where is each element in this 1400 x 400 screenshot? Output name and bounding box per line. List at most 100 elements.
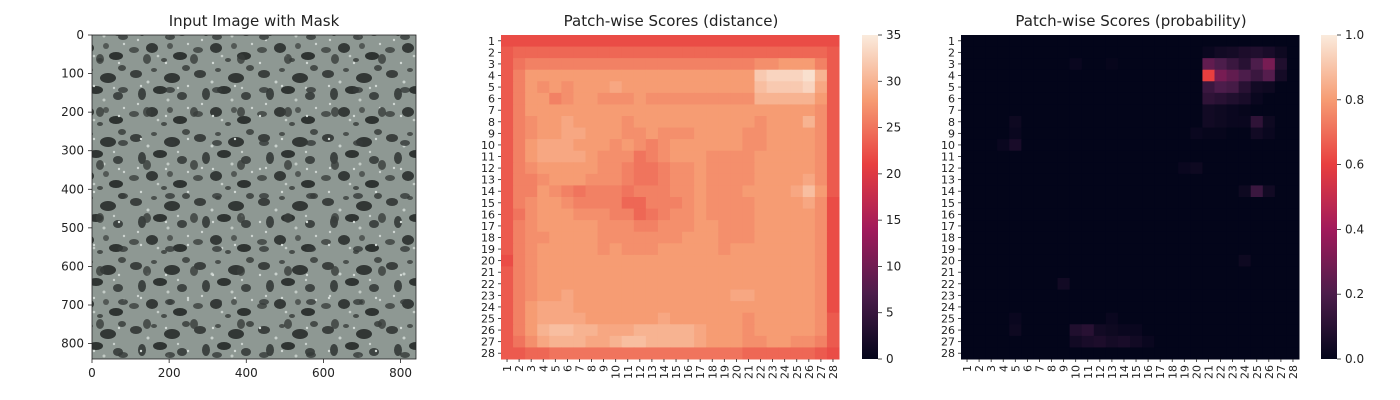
distance-cell bbox=[814, 173, 828, 186]
distance-cell bbox=[657, 335, 671, 348]
probability-cell bbox=[997, 162, 1010, 175]
probability-cell bbox=[1009, 324, 1022, 337]
distance-cell bbox=[742, 312, 755, 325]
probability-cell bbox=[1057, 231, 1071, 244]
distance-cell bbox=[706, 35, 719, 48]
probability-x-tick-label: 19 bbox=[1178, 365, 1191, 379]
probability-cell bbox=[1214, 162, 1228, 175]
probability-cell bbox=[1226, 231, 1240, 244]
distance-cell bbox=[754, 301, 768, 314]
distance-cell bbox=[633, 116, 647, 129]
distance-cell bbox=[730, 220, 743, 233]
distance-cell bbox=[826, 69, 840, 82]
probability-cell bbox=[1154, 185, 1167, 198]
distance-cell bbox=[742, 104, 755, 117]
distance-x-tick-label: 11 bbox=[622, 365, 635, 379]
distance-cell bbox=[609, 92, 623, 105]
distance-cell bbox=[549, 69, 562, 82]
distance-cell bbox=[585, 69, 599, 82]
distance-cell bbox=[778, 335, 792, 348]
distance-cell bbox=[826, 220, 840, 233]
probability-cell bbox=[1117, 197, 1131, 210]
probability-cell bbox=[1214, 347, 1228, 360]
probability-cell bbox=[1057, 243, 1071, 256]
distance-cell bbox=[609, 197, 623, 210]
probability-cell bbox=[1021, 116, 1034, 129]
probability-cell bbox=[1250, 301, 1264, 314]
probability-y-tick-label: 8 bbox=[948, 116, 955, 129]
distance-cell bbox=[766, 347, 780, 360]
probability-cell bbox=[1105, 162, 1119, 175]
probability-cell bbox=[1142, 278, 1155, 291]
distance-cell bbox=[670, 231, 683, 244]
probability-cell bbox=[1274, 278, 1288, 291]
probability-cell bbox=[1093, 185, 1107, 198]
distance-cell bbox=[609, 243, 623, 256]
distance-cell bbox=[645, 324, 659, 337]
distance-x-tick-label: 26 bbox=[803, 365, 816, 379]
probability-cell bbox=[1045, 312, 1059, 325]
distance-cell bbox=[814, 347, 828, 360]
probability-cell bbox=[985, 278, 998, 291]
distance-cell bbox=[778, 162, 792, 175]
probability-cell bbox=[1286, 162, 1300, 175]
probability-cell bbox=[1081, 301, 1095, 314]
distance-cell bbox=[826, 231, 840, 244]
probability-cell bbox=[1033, 58, 1046, 71]
distance-cell bbox=[549, 324, 562, 337]
distance-cell bbox=[501, 266, 514, 279]
probability-cell bbox=[1262, 81, 1276, 94]
distance-cell bbox=[597, 92, 611, 105]
probability-cell bbox=[1117, 254, 1131, 267]
probability-cell bbox=[1262, 173, 1276, 186]
probability-cell bbox=[1130, 139, 1143, 152]
probability-cell bbox=[1117, 46, 1131, 59]
probability-cell bbox=[1009, 173, 1022, 186]
distance-cell bbox=[814, 289, 828, 302]
probability-cell bbox=[1190, 150, 1203, 163]
distance-cell bbox=[694, 312, 707, 325]
distance-cell bbox=[778, 312, 792, 325]
distance-cell bbox=[814, 301, 828, 314]
probability-cell bbox=[1166, 127, 1179, 140]
distance-cell bbox=[501, 139, 514, 152]
probability-cell bbox=[1226, 278, 1240, 291]
probability-cell bbox=[1069, 104, 1083, 117]
distance-cell bbox=[525, 150, 538, 163]
probability-cell bbox=[1262, 208, 1276, 221]
probability-cell bbox=[1154, 35, 1167, 48]
distance-cell bbox=[525, 139, 538, 152]
probability-cell bbox=[1154, 208, 1167, 221]
probability-cell bbox=[1154, 243, 1167, 256]
probability-cell bbox=[1009, 347, 1022, 360]
probability-cell bbox=[1009, 58, 1022, 71]
distance-cell bbox=[766, 266, 780, 279]
probability-cell bbox=[1033, 266, 1046, 279]
distance-cell bbox=[585, 266, 599, 279]
distance-cell bbox=[573, 92, 586, 105]
distance-cell bbox=[645, 116, 659, 129]
probability-cell bbox=[1142, 116, 1155, 129]
probability-cell bbox=[1142, 289, 1155, 302]
distance-cell bbox=[645, 104, 659, 117]
distance-cell bbox=[706, 58, 719, 71]
distance-cell bbox=[621, 104, 635, 117]
distance-x-tick-label: 13 bbox=[646, 365, 659, 379]
probability-cell bbox=[1009, 127, 1022, 140]
distance-cell bbox=[790, 312, 804, 325]
distance-cell bbox=[718, 173, 731, 186]
probability-cell bbox=[1250, 266, 1264, 279]
probability-x-tick-label: 13 bbox=[1106, 365, 1119, 379]
probability-cell bbox=[1190, 278, 1203, 291]
probability-cell bbox=[1069, 243, 1083, 256]
probability-cell bbox=[1045, 104, 1059, 117]
distance-cell bbox=[585, 301, 599, 314]
probability-cell bbox=[1021, 278, 1034, 291]
distance-cell bbox=[501, 104, 514, 117]
probability-cell bbox=[1238, 231, 1252, 244]
probability-cell bbox=[1214, 150, 1228, 163]
distance-cell bbox=[501, 220, 514, 233]
distance-cell bbox=[706, 92, 719, 105]
distance-x-tick-label: 2 bbox=[513, 365, 526, 372]
probability-cell bbox=[985, 208, 998, 221]
